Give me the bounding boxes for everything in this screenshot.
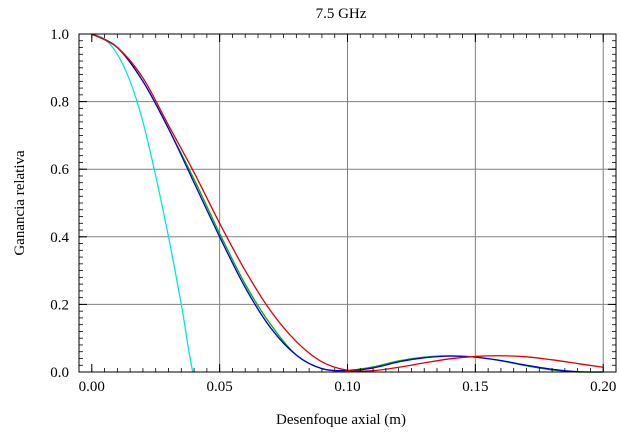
y-tick-label: 0.8 (50, 95, 69, 111)
y-tick-label: 1.0 (50, 27, 69, 43)
y-tick-label: 0.2 (50, 297, 69, 313)
x-tick-labels: 0.00 0.05 0.10 0.15 0.20 (79, 379, 617, 395)
series-line-1 (91, 33, 194, 373)
x-axis-label: Desenfoque axial (m) (276, 412, 406, 428)
y-tick-label: 0.6 (50, 162, 69, 178)
x-tick-label: 0.15 (462, 379, 488, 395)
y-tick-label: 0.0 (50, 365, 69, 381)
chart-title: 7.5 GHz (316, 6, 367, 22)
y-tick-labels: 0.0 0.2 0.4 0.6 0.8 1.0 (50, 27, 69, 381)
x-tick-label: 0.05 (207, 379, 233, 395)
x-tick-label: 0.00 (79, 379, 105, 395)
x-tick-label: 0.10 (334, 379, 360, 395)
x-tick-label: 0.20 (590, 379, 616, 395)
grid-lines (79, 34, 616, 372)
y-tick-label: 0.4 (50, 230, 69, 246)
axis-ticks (78, 33, 616, 373)
y-axis-label: Ganancia relativa (12, 150, 28, 256)
